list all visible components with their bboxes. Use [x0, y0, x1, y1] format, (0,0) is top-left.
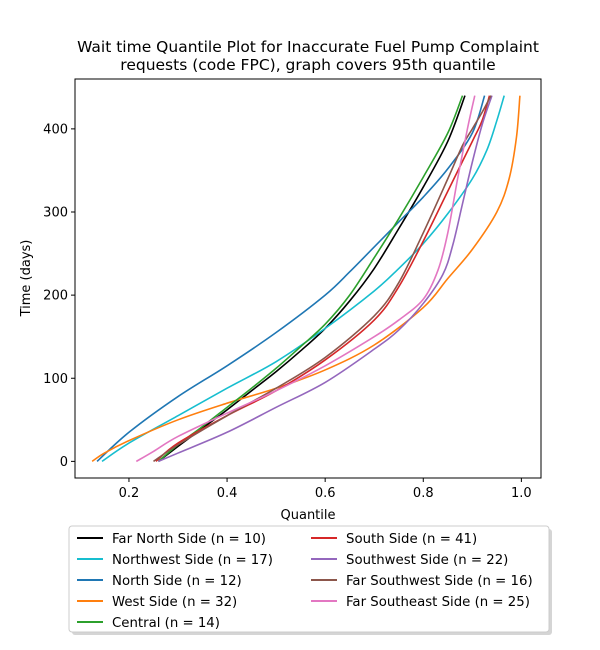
x-tick-label: 0.2 [119, 486, 140, 501]
chart-title-line-1: Wait time Quantile Plot for Inaccurate F… [77, 38, 539, 56]
x-axis-label: Quantile [281, 508, 336, 523]
legend-item-west-side: West Side (n = 32) [77, 595, 237, 610]
y-tick-label: 400 [43, 122, 68, 137]
plot-area-frame [74, 78, 542, 479]
y-tick-label: 300 [43, 206, 68, 221]
legend-label: Southwest Side (n = 22) [346, 553, 508, 568]
y-tick-label: 0 [60, 455, 68, 470]
series-line-far-southwest-side [153, 95, 492, 463]
legend-label: Far Southeast Side (n = 25) [346, 595, 530, 610]
series-line-northwest-side [101, 95, 505, 463]
y-tick-label: 200 [43, 289, 68, 304]
x-axis-ticks: 0.2 0.4 0.6 0.8 1.0 [119, 478, 532, 501]
legend-item-far-southeast-side: Far Southeast Side (n = 25) [311, 595, 530, 610]
series-line-southwest-side [158, 95, 493, 463]
y-axis-label: Time (days) [19, 240, 34, 318]
legend-item-northwest-side: Northwest Side (n = 17) [77, 553, 273, 568]
x-tick-label: 1.0 [511, 486, 532, 501]
legend-label: North Side (n = 12) [112, 574, 242, 589]
legend-item-north-side: North Side (n = 12) [77, 574, 242, 589]
legend-label: South Side (n = 41) [346, 532, 477, 547]
chart-title-line-2: requests (code FPC), graph covers 95th q… [120, 56, 495, 74]
legend-item-far-north-side: Far North Side (n = 10) [77, 532, 266, 547]
legend-box [68, 525, 550, 633]
series-line-south-side [155, 95, 491, 462]
legend-label: West Side (n = 32) [112, 595, 237, 610]
legend-label: Central (n = 14) [112, 616, 220, 631]
legend-items: Far North Side (n = 10) Northwest Side (n… [77, 532, 533, 631]
y-tick-label: 100 [43, 372, 68, 387]
series-line-far-north-side [157, 95, 466, 463]
legend: Far North Side (n = 10) Northwest Side (n… [68, 525, 552, 635]
series-line-far-southeast-side [135, 95, 476, 463]
series-line-west-side [91, 95, 521, 463]
series-line-north-side [96, 95, 486, 462]
series-layer [91, 95, 521, 463]
x-tick-label: 0.6 [315, 486, 336, 501]
x-tick-label: 0.8 [413, 486, 434, 501]
legend-label: Northwest Side (n = 17) [112, 553, 273, 568]
legend-item-far-southwest-side: Far Southwest Side (n = 16) [311, 574, 533, 589]
legend-item-southwest-side: Southwest Side (n = 22) [311, 553, 508, 568]
x-tick-label: 0.4 [217, 486, 238, 501]
legend-label: Far Southwest Side (n = 16) [346, 574, 533, 589]
legend-item-central: Central (n = 14) [77, 616, 220, 631]
y-axis-ticks: 0 100 200 300 400 [43, 122, 75, 470]
legend-label: Far North Side (n = 10) [112, 532, 266, 547]
series-line-central [157, 95, 464, 462]
legend-item-south-side: South Side (n = 41) [311, 532, 477, 547]
